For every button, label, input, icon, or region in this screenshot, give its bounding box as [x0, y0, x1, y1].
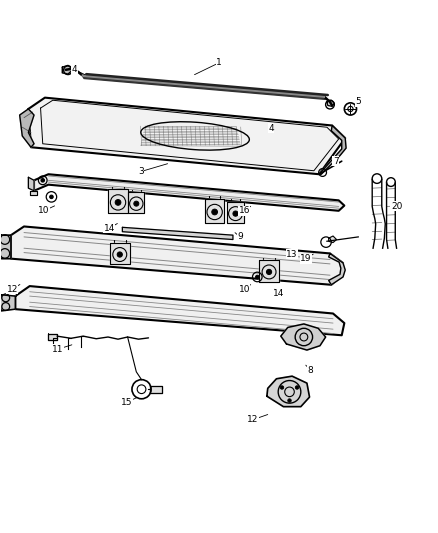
- Circle shape: [280, 386, 284, 389]
- Text: 3: 3: [138, 167, 144, 176]
- Text: 16: 16: [239, 206, 250, 215]
- Polygon shape: [11, 227, 343, 285]
- Polygon shape: [128, 192, 144, 213]
- Text: 14: 14: [104, 224, 115, 233]
- Circle shape: [117, 252, 122, 257]
- Text: 10: 10: [239, 285, 250, 294]
- Polygon shape: [259, 260, 279, 282]
- Text: 9: 9: [237, 232, 243, 241]
- Circle shape: [212, 209, 218, 215]
- Polygon shape: [82, 75, 325, 97]
- Polygon shape: [319, 125, 346, 174]
- Polygon shape: [328, 236, 336, 243]
- Polygon shape: [267, 376, 310, 407]
- Polygon shape: [205, 199, 224, 223]
- Polygon shape: [34, 174, 344, 211]
- Circle shape: [134, 201, 139, 206]
- Polygon shape: [0, 295, 15, 311]
- Polygon shape: [62, 66, 73, 74]
- Polygon shape: [122, 228, 233, 239]
- Text: 13: 13: [286, 250, 298, 259]
- Polygon shape: [82, 75, 325, 99]
- Text: 20: 20: [391, 202, 402, 211]
- Circle shape: [295, 386, 299, 389]
- Polygon shape: [20, 109, 34, 147]
- Text: 12: 12: [247, 415, 258, 424]
- Text: 11: 11: [52, 345, 64, 354]
- Text: 15: 15: [121, 398, 132, 407]
- Circle shape: [49, 195, 53, 199]
- Text: 4: 4: [72, 65, 78, 74]
- Text: 1: 1: [216, 58, 222, 67]
- Text: 12: 12: [7, 285, 18, 294]
- Circle shape: [255, 275, 259, 279]
- Text: 19: 19: [300, 254, 312, 263]
- Circle shape: [115, 199, 121, 205]
- Polygon shape: [0, 235, 11, 259]
- Polygon shape: [327, 100, 334, 107]
- Text: 4: 4: [268, 124, 274, 133]
- Polygon shape: [28, 177, 34, 191]
- Text: 8: 8: [307, 366, 313, 375]
- Polygon shape: [48, 334, 57, 340]
- Circle shape: [41, 179, 45, 182]
- Polygon shape: [110, 243, 130, 264]
- Text: 5: 5: [355, 98, 361, 107]
- Polygon shape: [15, 286, 344, 335]
- Polygon shape: [328, 254, 345, 285]
- Polygon shape: [150, 386, 162, 393]
- Circle shape: [233, 211, 238, 216]
- Circle shape: [288, 399, 291, 402]
- Text: 14: 14: [273, 289, 285, 298]
- Polygon shape: [109, 189, 127, 213]
- Polygon shape: [281, 324, 325, 350]
- Text: 7: 7: [333, 157, 339, 166]
- Text: 10: 10: [38, 206, 50, 215]
- Polygon shape: [28, 98, 345, 174]
- Circle shape: [266, 269, 272, 274]
- Polygon shape: [227, 201, 244, 223]
- Polygon shape: [30, 191, 37, 195]
